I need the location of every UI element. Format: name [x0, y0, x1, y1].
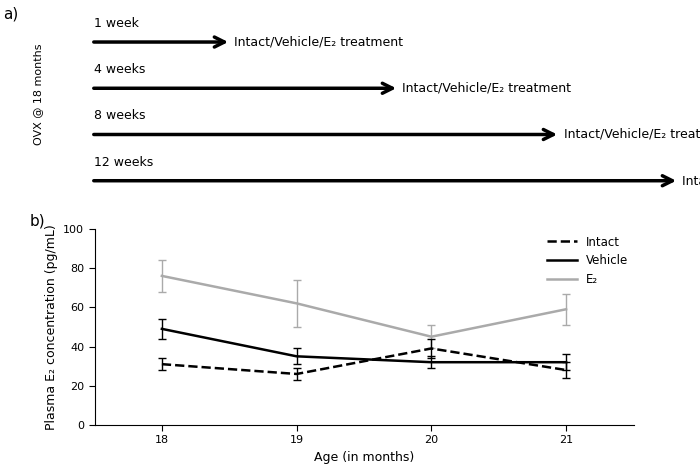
Text: Intact/Vehicle/E₂ treatment: Intact/Vehicle/E₂ treatment	[402, 82, 571, 95]
Text: 12 weeks: 12 weeks	[94, 156, 154, 169]
Text: b): b)	[30, 213, 46, 228]
Text: 4 weeks: 4 weeks	[94, 63, 146, 76]
Legend: Intact, Vehicle, E₂: Intact, Vehicle, E₂	[542, 231, 633, 291]
Y-axis label: Plasma E₂ concentration (pg/mL): Plasma E₂ concentration (pg/mL)	[45, 224, 57, 430]
Text: 8 weeks: 8 weeks	[94, 109, 146, 122]
Text: OVX @ 18 months: OVX @ 18 months	[34, 44, 43, 145]
Text: Intact/Vehicle/E₂ treatment: Intact/Vehicle/E₂ treatment	[234, 35, 403, 49]
Text: Intact/Vehicle/E₂ treatment: Intact/Vehicle/E₂ treatment	[682, 174, 700, 187]
Text: Intact/Vehicle/E₂ treatment: Intact/Vehicle/E₂ treatment	[564, 128, 700, 141]
X-axis label: Age (in months): Age (in months)	[314, 451, 414, 464]
Text: 1 week: 1 week	[94, 17, 139, 30]
Text: a): a)	[4, 6, 19, 21]
